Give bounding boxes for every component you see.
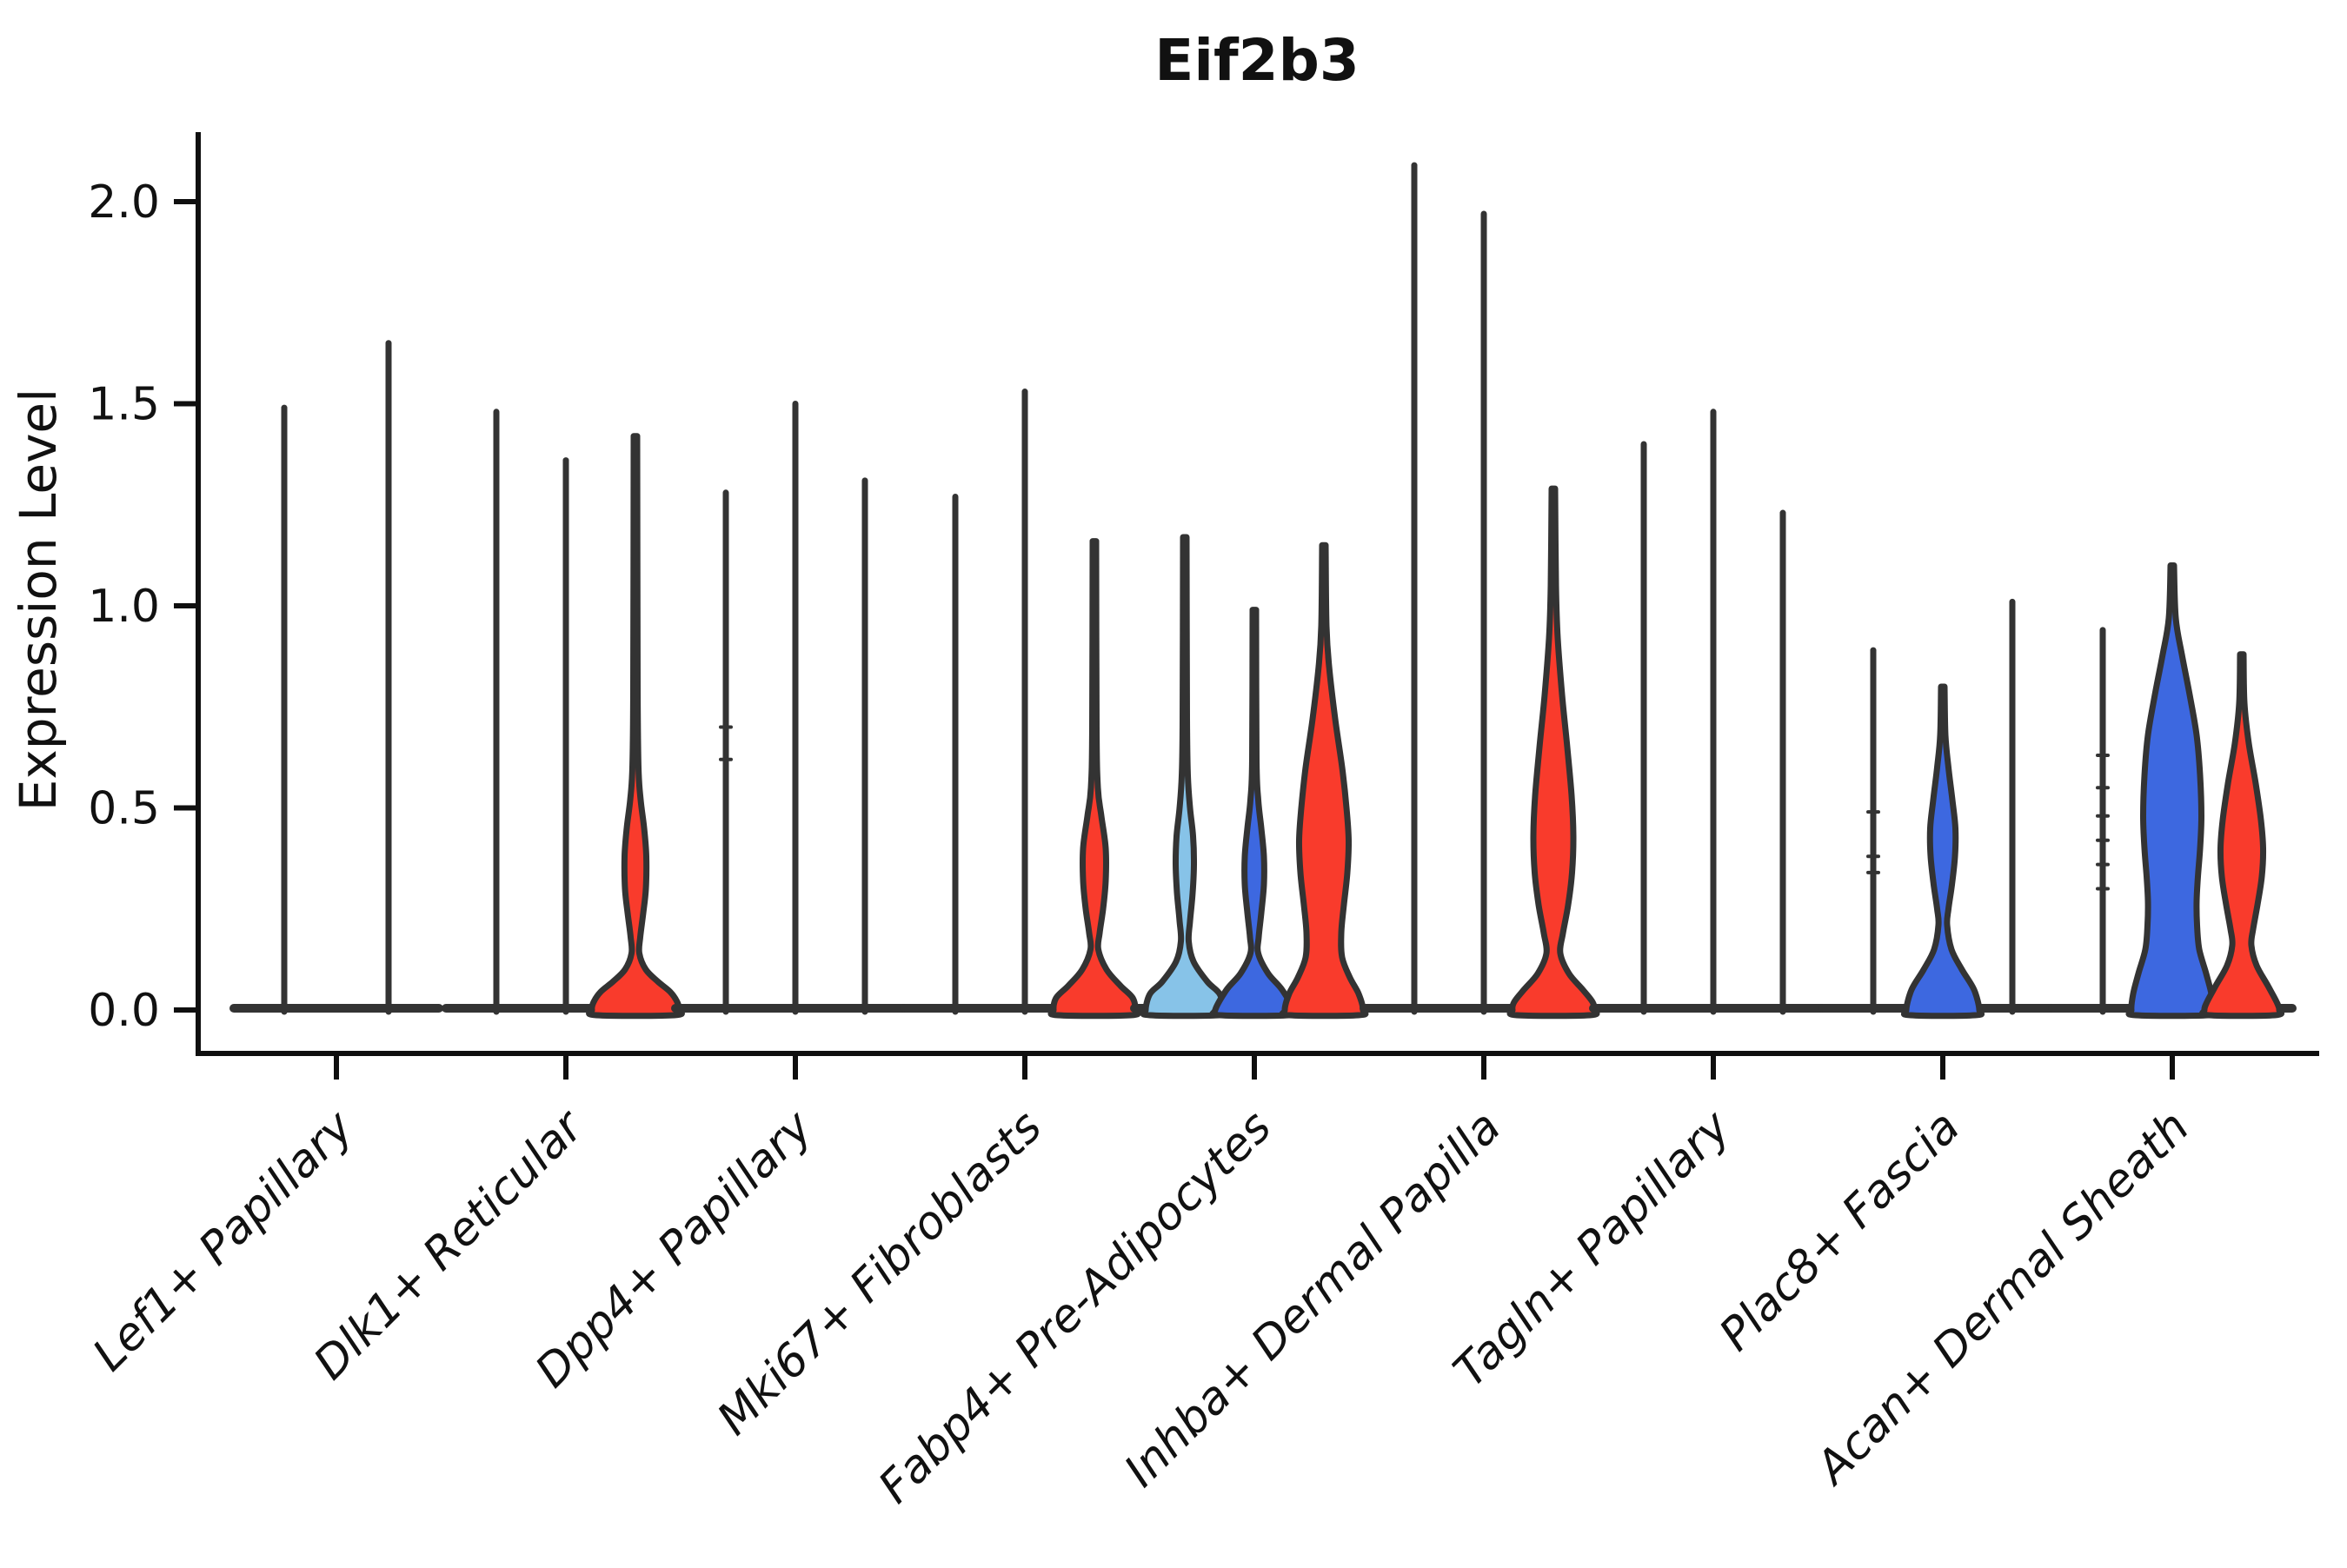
y-tick-label: 1.5 xyxy=(88,379,160,431)
violin-red xyxy=(2199,651,2284,1020)
violin-red xyxy=(1279,541,1369,1020)
violin-red xyxy=(586,433,685,1020)
violin-blue xyxy=(1900,683,1985,1020)
x-tick-label: Acan+ Dermal Sheath xyxy=(1805,1101,2199,1496)
x-tick-label: Inhba+ Dermal Papilla xyxy=(1114,1101,1511,1498)
violin-lightblue xyxy=(1140,534,1230,1020)
y-tick-label: 1.0 xyxy=(88,581,160,633)
y-tick-label: 0.0 xyxy=(88,985,160,1037)
violin-blue xyxy=(2125,562,2219,1020)
x-tick-label: Fabp4+ Pre-Adipocytes xyxy=(869,1101,1282,1514)
x-tick-label: Plac8+ Fascia xyxy=(1710,1101,1970,1361)
violin-red xyxy=(1506,485,1600,1020)
violin-red xyxy=(1047,538,1141,1020)
y-axis-label: Expression Level xyxy=(9,389,68,811)
chart-title: Eif2b3 xyxy=(1154,27,1360,94)
violin-blue xyxy=(1209,607,1300,1020)
y-tick-label: 2.0 xyxy=(88,176,160,229)
y-tick-label: 0.5 xyxy=(88,783,160,835)
